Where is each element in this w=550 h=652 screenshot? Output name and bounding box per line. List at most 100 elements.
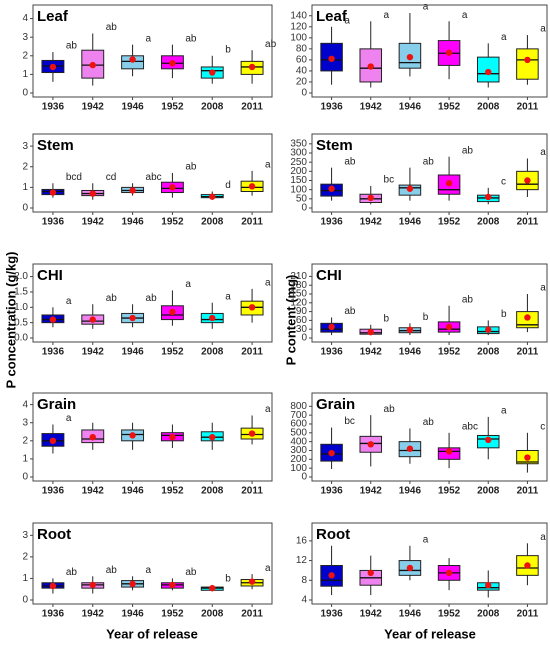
mean: [367, 63, 374, 70]
y-tick-label: 3: [22, 32, 28, 43]
y-tick-label: 350: [290, 138, 307, 149]
y-tick-label: 120: [290, 21, 307, 32]
mean: [328, 55, 335, 62]
mean: [445, 49, 453, 56]
y-tick-label: 800: [290, 401, 307, 412]
mean: [248, 578, 256, 585]
x-tick-label: 1946: [399, 102, 422, 113]
mean: [367, 194, 374, 202]
x-tick-label: 2011: [241, 217, 263, 228]
y-tick-label: 2: [22, 552, 28, 563]
panel-title: Leaf: [316, 8, 348, 25]
panel-title: Root: [316, 526, 350, 543]
letter: ab: [146, 293, 158, 304]
letter: ab: [185, 33, 197, 44]
letter: a: [540, 283, 546, 294]
y-axis-label: P concentration (g/kg): [3, 252, 18, 389]
y-tick-label: 0: [22, 472, 28, 483]
y-tick-label: 1.0: [14, 302, 28, 313]
x-tick-label: 1952: [438, 486, 461, 497]
panel-frame: [32, 263, 273, 343]
y-tick-label: 300: [290, 148, 307, 159]
y-tick-label: 2: [22, 161, 28, 172]
mean: [49, 582, 57, 590]
y-tick-label: 50: [296, 193, 308, 204]
y-tick-label: 0: [301, 333, 307, 344]
x-tick-label: 1936: [42, 217, 65, 228]
y-tick-label: 60: [296, 315, 308, 326]
panel-frame: [311, 263, 548, 343]
letter: a: [501, 32, 507, 43]
x-tick-label: 1942: [360, 609, 383, 620]
x-tick-label: 1942: [82, 217, 105, 228]
mean: [406, 326, 414, 333]
y-axis-label: P content (mg): [283, 275, 298, 366]
panel-title: Root: [37, 526, 71, 543]
y-tick-label: 700: [290, 410, 307, 421]
x-tick-label: 1946: [121, 347, 144, 358]
mean: [169, 308, 176, 316]
x-tick-label: 1936: [320, 347, 343, 358]
y-tick-label: 400: [290, 436, 307, 447]
letter: ab: [344, 156, 356, 167]
y-tick-label: 60: [296, 55, 308, 66]
y-tick-label: 100: [290, 184, 307, 195]
mean: [406, 185, 414, 192]
mean: [485, 68, 492, 76]
y-tick-label: 500: [290, 427, 307, 438]
y-tick-label: 0: [301, 472, 307, 483]
y-tick-label: 100: [290, 463, 307, 474]
x-tick-label: 1952: [161, 347, 184, 358]
x-tick-label: 1942: [82, 609, 105, 620]
x-tick-label: 1936: [42, 102, 65, 113]
x-tick-label: 2008: [477, 609, 500, 620]
y-tick-label: 210: [290, 271, 307, 282]
panel-title: Stem: [316, 137, 353, 154]
letter: a: [265, 160, 271, 171]
y-tick-label: 16: [296, 535, 308, 546]
x-tick-label: 2011: [517, 217, 539, 228]
mean: [248, 430, 256, 437]
y-tick-label: 200: [290, 166, 307, 177]
mean: [367, 569, 374, 577]
mean: [89, 581, 96, 589]
x-axis-label: Year of release: [106, 626, 198, 641]
letter: a: [225, 291, 231, 302]
mean: [129, 432, 136, 439]
x-tick-label: 1952: [438, 347, 461, 358]
letter: bc: [384, 175, 395, 186]
mean: [524, 177, 531, 184]
y-tick-label: 120: [290, 297, 307, 308]
mean: [209, 433, 216, 441]
mean: [328, 185, 335, 192]
y-tick-label: 1: [22, 454, 28, 465]
mean: [209, 193, 216, 200]
x-tick-label: 2011: [517, 609, 539, 620]
letter: a: [384, 10, 390, 21]
x-tick-label: 1946: [399, 347, 422, 358]
y-tick-label: 0.5: [14, 317, 28, 328]
panel-frame: [311, 4, 548, 98]
letter: ab: [423, 417, 435, 428]
mean: [89, 433, 96, 441]
letter: a: [540, 532, 546, 543]
y-tick-label: 4: [22, 13, 28, 24]
x-tick-label: 1946: [121, 486, 144, 497]
x-tick-label: 1952: [438, 102, 461, 113]
letter: c: [540, 421, 545, 432]
y-tick-label: 2.0: [14, 271, 28, 282]
y-tick-label: 150: [290, 175, 307, 186]
mean: [49, 189, 57, 196]
y-tick-label: 3: [22, 417, 28, 428]
y-tick-label: 200: [290, 454, 307, 465]
x-tick-label: 1952: [161, 609, 184, 620]
x-tick-label: 2011: [241, 102, 263, 113]
x-tick-label: 1942: [82, 486, 105, 497]
letter: ab: [423, 156, 435, 167]
letter: a: [501, 406, 507, 417]
y-tick-label: 1: [22, 573, 28, 584]
x-tick-label: 1952: [161, 217, 184, 228]
y-tick-label: 150: [290, 289, 307, 300]
mean: [209, 314, 216, 322]
mean: [485, 436, 492, 444]
